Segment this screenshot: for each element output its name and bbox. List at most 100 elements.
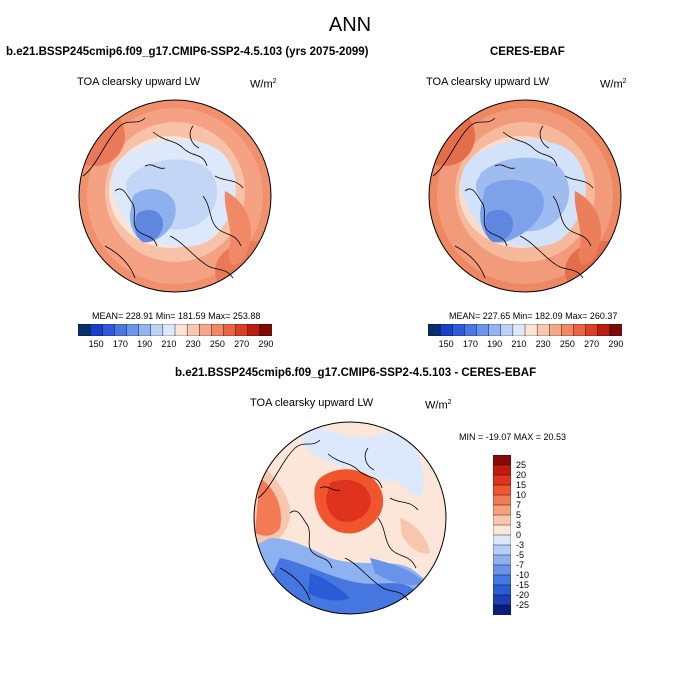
panel-3-colorbar-swatch (493, 524, 511, 536)
panel-3-colorbar-swatch (493, 504, 511, 516)
panel-2-colorbar-swatch (464, 324, 478, 336)
panel-3-colorbar-ticks: 25 20 15 10 7 5 3 0 -3 -5 -7 -10 -15 -20 -25 (516, 455, 546, 615)
panel-2-colorbar-swatch (428, 324, 441, 336)
panel-3-variable: TOA clearsky upward LW (250, 397, 374, 409)
panel-3-case-title: b.e21.BSSP245cmip6.f09_g17.CMIP6-SSP2-4.… (175, 367, 537, 379)
panel-2-colorbar-ticks: 150 170 190 210 230 250 270 290 (428, 339, 624, 351)
panel-2-colorbar-swatch (585, 324, 599, 336)
panel-2-colorbar-tick-label: 290 (608, 339, 624, 349)
panel-2-colorbar-tick-label: 150 (438, 339, 454, 349)
panel-2-colorbar-swatch (573, 324, 587, 336)
panel-3-colorbar-swatch (493, 604, 511, 615)
panel-3-colorbar-tick-label: 5 (516, 510, 522, 520)
panel-1-colorbar-swatch (114, 324, 128, 336)
panel-2-colorbar-tick-label: 190 (487, 339, 503, 349)
panel-1-colorbar-tick-label: 290 (258, 339, 274, 349)
panel-3-colorbar-tick-label: -15 (516, 580, 530, 590)
panel-1-colorbar-swatch (138, 324, 152, 336)
panel-3-colorbar-swatch (493, 484, 511, 496)
panel-1-colorbar-swatch (223, 324, 237, 336)
panel-1-colorbar-swatch (211, 324, 225, 336)
panel-3-colorbar-tick-label: 20 (516, 470, 527, 480)
panel-3-colorbar-swatch (493, 554, 511, 566)
panel-1-colorbar (78, 324, 272, 336)
panel-2-colorbar-tick-label: 250 (559, 339, 575, 349)
panel-2-colorbar-tick-label: 230 (535, 339, 551, 349)
panel-1-colorbar-tick-label: 230 (185, 339, 201, 349)
panel-1-colorbar-tick-label: 190 (137, 339, 153, 349)
panel-1-colorbar-swatch (126, 324, 140, 336)
panel-3-colorbar-swatch (493, 494, 511, 506)
panel-1-colorbar-tick-label: 250 (209, 339, 225, 349)
panel-3-colorbar-swatch (493, 594, 511, 606)
panel-1-colorbar-swatch (78, 324, 91, 336)
panel-2-colorbar-swatch (561, 324, 575, 336)
panel-1-units: W/m2 (250, 78, 277, 91)
panel-1-stats: MEAN= 228.91 Min= 181.59 Max= 253.88 (92, 311, 261, 321)
panel-3-colorbar-swatch (493, 574, 511, 586)
panel-1-colorbar-tick-label: 270 (234, 339, 250, 349)
panel-2-units: W/m2 (600, 78, 627, 91)
panel-3-stats: MIN = -19.07 MAX = 20.53 (459, 432, 567, 442)
panel-3-colorbar-tick-label: -20 (516, 590, 530, 600)
panel-3-difference-map (253, 421, 447, 615)
panel-1-polar-map (78, 99, 272, 293)
panel-2-colorbar-tick-label: 270 (584, 339, 600, 349)
panel-1-colorbar-swatch (150, 324, 164, 336)
panel-1-colorbar-ticks: 150 170 190 210 230 250 270 290 (78, 339, 274, 351)
figure-title: ANN (328, 14, 372, 36)
panel-3-colorbar-tick-label: -7 (516, 560, 525, 570)
panel-2-colorbar-swatch (512, 324, 526, 336)
panel-1-case-title: b.e21.BSSP245cmip6.f09_g17.CMIP6-SSP2-4.… (6, 46, 369, 58)
panel-3-colorbar-tick-label: -3 (516, 540, 525, 550)
panel-2-colorbar-swatch (500, 324, 514, 336)
panel-3-colorbar-swatch (493, 584, 511, 596)
panel-3-colorbar-tick-label: 0 (516, 530, 522, 540)
panel-3-colorbar-swatch (493, 455, 511, 466)
panel-3-colorbar-tick-label: -25 (516, 600, 530, 610)
panel-1-variable: TOA clearsky upward LW (77, 76, 201, 88)
panel-3-colorbar-tick-label: 3 (516, 520, 522, 530)
panel-2-polar-map (428, 99, 622, 293)
panel-1-colorbar-swatch (259, 324, 272, 336)
panel-2-colorbar-swatch (439, 324, 453, 336)
panel-3-colorbar-swatch (493, 534, 511, 546)
panel-3-colorbar-tick-label: 7 (516, 500, 522, 510)
panel-1-colorbar-swatch (235, 324, 249, 336)
panel-3-colorbar-swatch (493, 464, 511, 476)
panel-2-colorbar-swatch (609, 324, 622, 336)
panel-1-colorbar-swatch (162, 324, 176, 336)
panel-3-colorbar-tick-label: -5 (516, 550, 525, 560)
panel-3-colorbar-swatch (493, 474, 511, 486)
panel-2-stats: MEAN= 227.65 Min= 182.09 Max= 260.37 (449, 311, 618, 321)
panel-3-colorbar-swatch (493, 544, 511, 556)
panel-3-colorbar-tick-label: 25 (516, 460, 527, 470)
panel-3-units: W/m2 (425, 399, 452, 412)
panel-1-colorbar-tick-label: 210 (161, 339, 177, 349)
panel-2-colorbar-swatch (597, 324, 611, 336)
panel-1-colorbar-swatch (89, 324, 103, 336)
panel-2-colorbar-swatch (524, 324, 538, 336)
panel-2-colorbar-swatch (549, 324, 562, 336)
panel-2-case-title: CERES-EBAF (490, 46, 565, 58)
panel-2-colorbar-swatch (452, 324, 465, 336)
panel-3-colorbar-swatch (493, 514, 511, 526)
panel-1-colorbar-swatch (102, 324, 115, 336)
panel-2-colorbar-swatch (536, 324, 550, 336)
panel-3-colorbar (493, 455, 511, 615)
panel-1-colorbar-swatch (186, 324, 200, 336)
panel-1-colorbar-tick-label: 150 (88, 339, 104, 349)
panel-1-colorbar-swatch (247, 324, 261, 336)
panel-1-colorbar-swatch (174, 324, 188, 336)
panel-2-variable: TOA clearsky upward LW (426, 76, 550, 88)
panel-3-colorbar-tick-label: -10 (516, 570, 530, 580)
panel-2-colorbar-swatch (488, 324, 502, 336)
panel-3-colorbar-swatch (493, 564, 511, 576)
panel-2-colorbar-tick-label: 170 (462, 339, 478, 349)
panel-3-colorbar-tick-label: 15 (516, 480, 527, 490)
panel-1-colorbar-swatch (199, 324, 212, 336)
panel-1-colorbar-tick-label: 170 (112, 339, 128, 349)
panel-3-colorbar-tick-label: 10 (516, 490, 527, 500)
panel-2-colorbar (428, 324, 622, 336)
panel-2-colorbar-swatch (476, 324, 490, 336)
